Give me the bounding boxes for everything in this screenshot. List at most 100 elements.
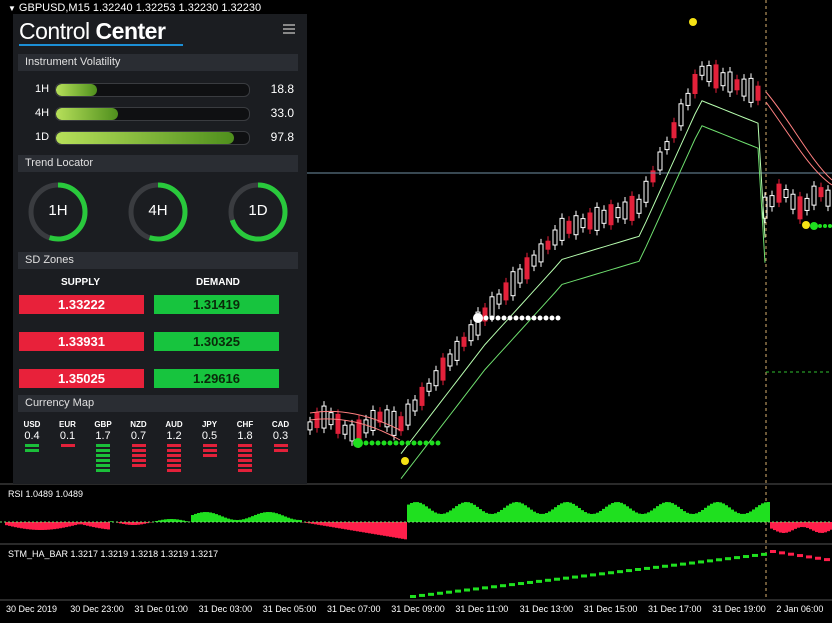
candle-body (706, 65, 712, 83)
candle-body (349, 424, 355, 442)
candle-body (335, 413, 341, 434)
currency-cad: CAD 0.3 (263, 420, 299, 454)
sd-zones-header: SD Zones (18, 252, 298, 269)
currency-name: USD (23, 420, 41, 429)
candle-body (426, 382, 432, 392)
candle-body (377, 411, 383, 423)
candle-body (769, 195, 775, 208)
currency-nzd: NZD 0.7 (121, 420, 157, 469)
currency-name: NZD (130, 420, 147, 429)
candle-body (755, 85, 761, 101)
candle-body (734, 79, 740, 91)
time-axis-label: 31 Dec 09:00 (391, 604, 445, 614)
volatility-row-1h: 1H 18.8 (13, 81, 307, 97)
supply-zone-3[interactable]: 1.35025 (19, 369, 144, 388)
currency-gbp: GBP 1.7 (85, 420, 121, 474)
volatility-row-4h: 4H 33.0 (13, 105, 307, 121)
demand-zone-2[interactable]: 1.30325 (154, 332, 279, 351)
currency-eur: EUR 0.1 (50, 420, 86, 449)
candle-body (307, 421, 313, 431)
currency-name: CHF (236, 420, 254, 429)
candle-body (664, 141, 670, 151)
candle-body (433, 370, 439, 387)
candle-body (517, 268, 523, 284)
currency-strength: 1.7 (95, 430, 111, 442)
time-axis-label: 31 Dec 01:00 (134, 604, 188, 614)
candle-body (524, 257, 530, 280)
time-axis-label: 31 Dec 15:00 (583, 604, 638, 614)
time-axis-label: 31 Dec 03:00 (198, 604, 253, 614)
time-axis-label: 31 Dec 19:00 (712, 604, 766, 614)
candle-body (573, 215, 579, 236)
candle-body (615, 207, 621, 219)
candle-body (748, 77, 754, 103)
candle-body (692, 74, 698, 94)
currency-jpy: JPY 0.5 (192, 420, 228, 459)
candle-body (475, 311, 481, 336)
supply-zone-1[interactable]: 1.33222 (19, 295, 144, 314)
time-axis-label: 31 Dec 07:00 (327, 604, 381, 614)
candle-body (482, 307, 488, 322)
currency-name: JPY (201, 420, 218, 429)
demand-label: DEMAND (196, 277, 240, 288)
volatility-bar-fill (56, 84, 97, 96)
supply-zone-2[interactable]: 1.33931 (19, 332, 144, 351)
candle-body (622, 201, 628, 220)
trend-gauge-4h: 4H (126, 180, 190, 244)
volatility-bar (55, 131, 250, 145)
currency-aud: AUD 1.2 (156, 420, 192, 474)
demand-zone-1[interactable]: 1.31419 (154, 295, 279, 314)
currency-strength: 0.3 (272, 430, 289, 442)
currency-name: AUD (165, 420, 183, 429)
gauge-label: 1H (48, 202, 68, 219)
candle-body (419, 386, 425, 406)
candle-body (678, 103, 684, 127)
candle-body (643, 180, 649, 203)
candle-body (468, 324, 474, 342)
candle-body (825, 189, 831, 207)
candle-body (391, 410, 397, 436)
candle-body (363, 419, 369, 434)
candle-body (741, 78, 747, 97)
gauge-label: 1D (248, 202, 268, 219)
gauge-label: 4H (148, 202, 168, 219)
strength-bars (238, 444, 252, 472)
candle-body (384, 409, 390, 428)
currency-chf: CHF 1.8 (227, 420, 263, 474)
supply-label: SUPPLY (61, 277, 101, 288)
candle-body (559, 217, 565, 241)
rsi-label: RSI 1.0489 1.0489 (8, 489, 84, 499)
volatility-bar-fill (56, 132, 234, 144)
candle-body (412, 399, 418, 412)
currency-strength: 1.2 (166, 430, 182, 442)
time-axis-label: 30 Dec 23:00 (70, 604, 124, 614)
volatility-bar-fill (56, 108, 118, 120)
currency-strength: 0.1 (59, 430, 76, 442)
chart-title-bar: ▼ GBPUSD,M15 1.32240 1.32253 1.32230 1.32… (8, 2, 261, 14)
currency-usd: USD 0.4 (14, 420, 50, 454)
demand-zone-3[interactable]: 1.29616 (154, 369, 279, 388)
candle-body (370, 409, 376, 431)
trend-locator-header: Trend Locator (18, 155, 298, 172)
time-axis-label: 31 Dec 13:00 (519, 604, 574, 614)
time-axis-label: 31 Dec 11:00 (455, 604, 509, 614)
currency-name: EUR (59, 420, 76, 429)
candle-body (321, 405, 327, 429)
candle-body (461, 336, 467, 347)
candle-body (496, 293, 502, 305)
panel-title: Control Center (19, 18, 166, 44)
dropdown-triangle-icon[interactable]: ▼ (8, 4, 16, 13)
volatility-bar (55, 83, 250, 97)
title-underline (19, 44, 183, 46)
currency-strength: 1.8 (237, 430, 253, 442)
control-center-panel: Control Center Instrument Volatility 1H 1… (13, 14, 307, 484)
candle-body (797, 196, 803, 220)
candle-body (552, 229, 558, 246)
volatility-value: 18.8 (270, 82, 294, 96)
volatility-timeframe: 1D (35, 131, 50, 143)
candle-body (405, 403, 411, 426)
hamburger-menu-icon[interactable] (283, 24, 295, 34)
strength-bars (131, 444, 146, 467)
time-axis-label: 2 Jan 06:00 (776, 604, 824, 614)
